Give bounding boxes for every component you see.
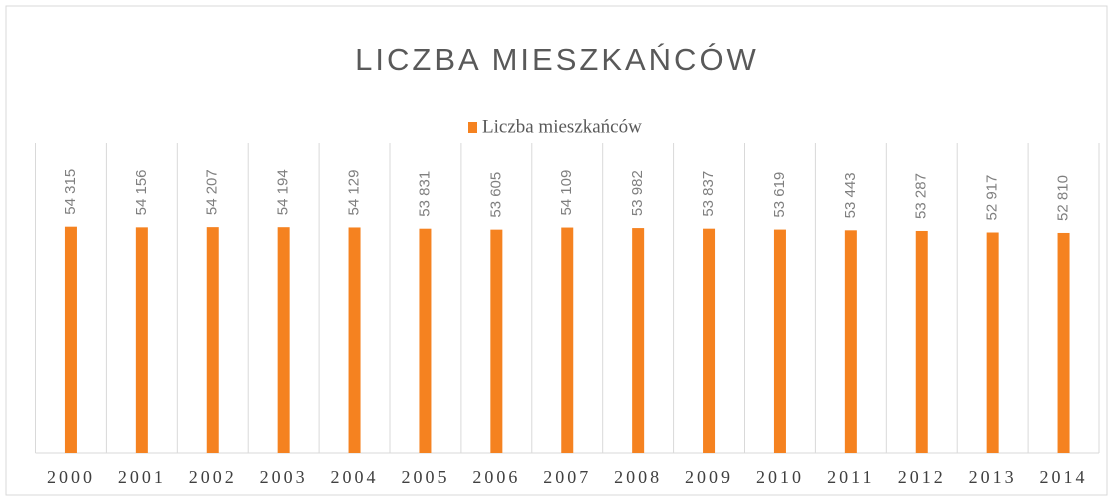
data-label: 53 605 <box>487 172 504 218</box>
bar <box>277 227 290 453</box>
data-label: 53 443 <box>842 172 859 218</box>
chart-title: LICZBA MIESZKAŃCÓW <box>355 42 759 77</box>
x-tick-label: 2012 <box>898 467 946 487</box>
x-tick-label: 2009 <box>685 467 733 487</box>
data-label: 54 207 <box>204 169 221 215</box>
bar <box>986 232 999 453</box>
data-label: 52 917 <box>984 175 1001 221</box>
data-label: 53 831 <box>416 171 433 217</box>
data-label: 53 287 <box>913 173 930 219</box>
bar <box>206 227 219 453</box>
x-tick-label: 2002 <box>189 467 237 487</box>
bar <box>135 227 148 453</box>
x-tick-label: 2013 <box>969 467 1017 487</box>
bar <box>419 228 432 453</box>
bar <box>1057 232 1070 453</box>
data-label: 54 194 <box>275 169 292 215</box>
bar <box>348 227 361 453</box>
bar <box>844 230 857 453</box>
legend-swatch <box>468 122 477 133</box>
data-label: 53 982 <box>629 170 646 216</box>
x-tick-label: 2001 <box>118 467 166 487</box>
bar <box>703 228 716 453</box>
x-tick-label: 2008 <box>614 467 662 487</box>
x-tick-label: 2003 <box>260 467 308 487</box>
x-tick-label: 2011 <box>827 467 874 487</box>
data-label: 52 810 <box>1055 175 1072 221</box>
legend-label: Liczba mieszkańców <box>482 116 642 137</box>
bar <box>773 229 786 453</box>
data-label: 54 129 <box>346 170 363 216</box>
x-tick-label: 2010 <box>756 467 804 487</box>
chart-border <box>5 5 1108 496</box>
bar <box>490 229 503 453</box>
x-tick-label: 2006 <box>472 467 520 487</box>
bar <box>915 230 928 453</box>
bar <box>561 227 574 453</box>
data-label: 54 156 <box>133 169 150 215</box>
data-label: 53 619 <box>771 172 788 218</box>
data-label: 54 109 <box>558 170 575 216</box>
bar <box>632 228 645 453</box>
x-tick-label: 2007 <box>543 467 591 487</box>
data-label: 54 315 <box>62 169 79 215</box>
data-label: 53 837 <box>700 171 717 217</box>
x-tick-label: 2000 <box>47 467 95 487</box>
x-tick-label: 2004 <box>331 467 379 487</box>
x-tick-label: 2014 <box>1040 467 1088 487</box>
bar <box>64 226 77 453</box>
x-tick-label: 2005 <box>401 467 449 487</box>
